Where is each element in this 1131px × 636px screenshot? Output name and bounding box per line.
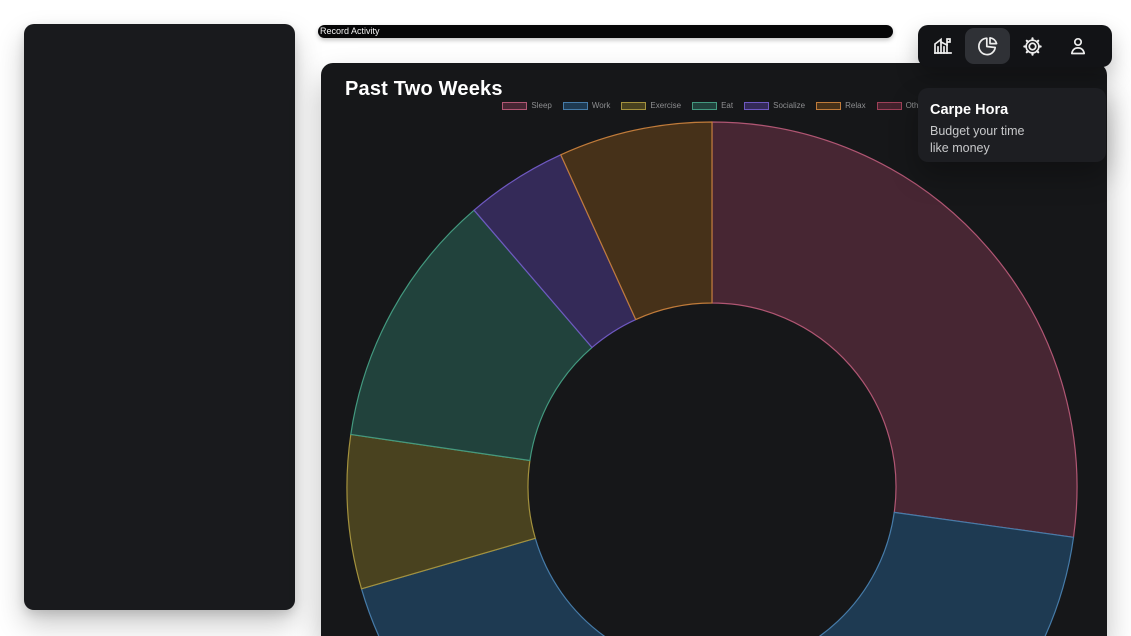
pie-chart-icon: [977, 36, 997, 56]
donut-slice-work[interactable]: [360, 511, 1075, 636]
stats-tab[interactable]: [920, 28, 965, 64]
legend-item-socialize[interactable]: Socialize: [744, 102, 805, 110]
legend-item-relax[interactable]: Relax: [816, 101, 866, 110]
legend-item-eat[interactable]: Eat: [692, 102, 733, 110]
bar-chart-icon: [933, 37, 952, 54]
legend-item-sleep[interactable]: Sleep: [502, 101, 552, 110]
app-tagline-line2: like money: [930, 140, 990, 155]
legend-item-work[interactable]: Work: [562, 101, 611, 110]
nav-icon-bar: [918, 25, 1112, 67]
record-activity-label: Record Activity: [320, 26, 380, 36]
legend-swatch: [562, 102, 588, 110]
legend-swatch: [502, 102, 528, 110]
settings-tab[interactable]: [1010, 28, 1055, 64]
side-panel: [24, 24, 295, 610]
app-tooltip: Carpe Hora Budget your time like money: [918, 88, 1106, 162]
legend-swatch: [692, 102, 718, 110]
pie-tab[interactable]: [965, 28, 1010, 64]
gear-icon: [1023, 36, 1042, 56]
legend-swatch: [876, 102, 902, 110]
legend-label: Sleep: [531, 101, 552, 110]
donut-slice-eat[interactable]: [350, 209, 593, 462]
profile-tab[interactable]: [1055, 28, 1100, 64]
legend-label: Work: [591, 101, 611, 110]
donut-chart-area: [342, 117, 1082, 636]
app-name: Carpe Hora: [930, 102, 1009, 118]
app-tagline-line1: Budget your time: [930, 124, 1025, 138]
legend-label: Socialize: [773, 101, 806, 110]
legend-swatch: [744, 102, 770, 110]
chart-legend: Sleep Work Exercise Eat Socialize Relax Other: [321, 102, 1107, 110]
donut-slice-sleep[interactable]: [711, 121, 1078, 538]
donut-chart: [346, 121, 1078, 636]
chart-title: Past Two Weeks: [345, 78, 503, 100]
person-icon: [1070, 37, 1085, 55]
donut-slice-relax[interactable]: [560, 121, 713, 321]
legend-label: Exercise: [650, 101, 682, 110]
legend-label: Other: [905, 101, 926, 110]
record-activity-bar[interactable]: Record Activity: [318, 25, 893, 38]
legend-label: Eat: [721, 101, 734, 110]
legend-label: Relax: [845, 101, 866, 110]
legend-swatch: [621, 102, 647, 110]
legend-item-other[interactable]: Other: [876, 101, 926, 110]
legend-item-exercise[interactable]: Exercise: [621, 102, 681, 110]
legend-swatch: [816, 102, 842, 110]
